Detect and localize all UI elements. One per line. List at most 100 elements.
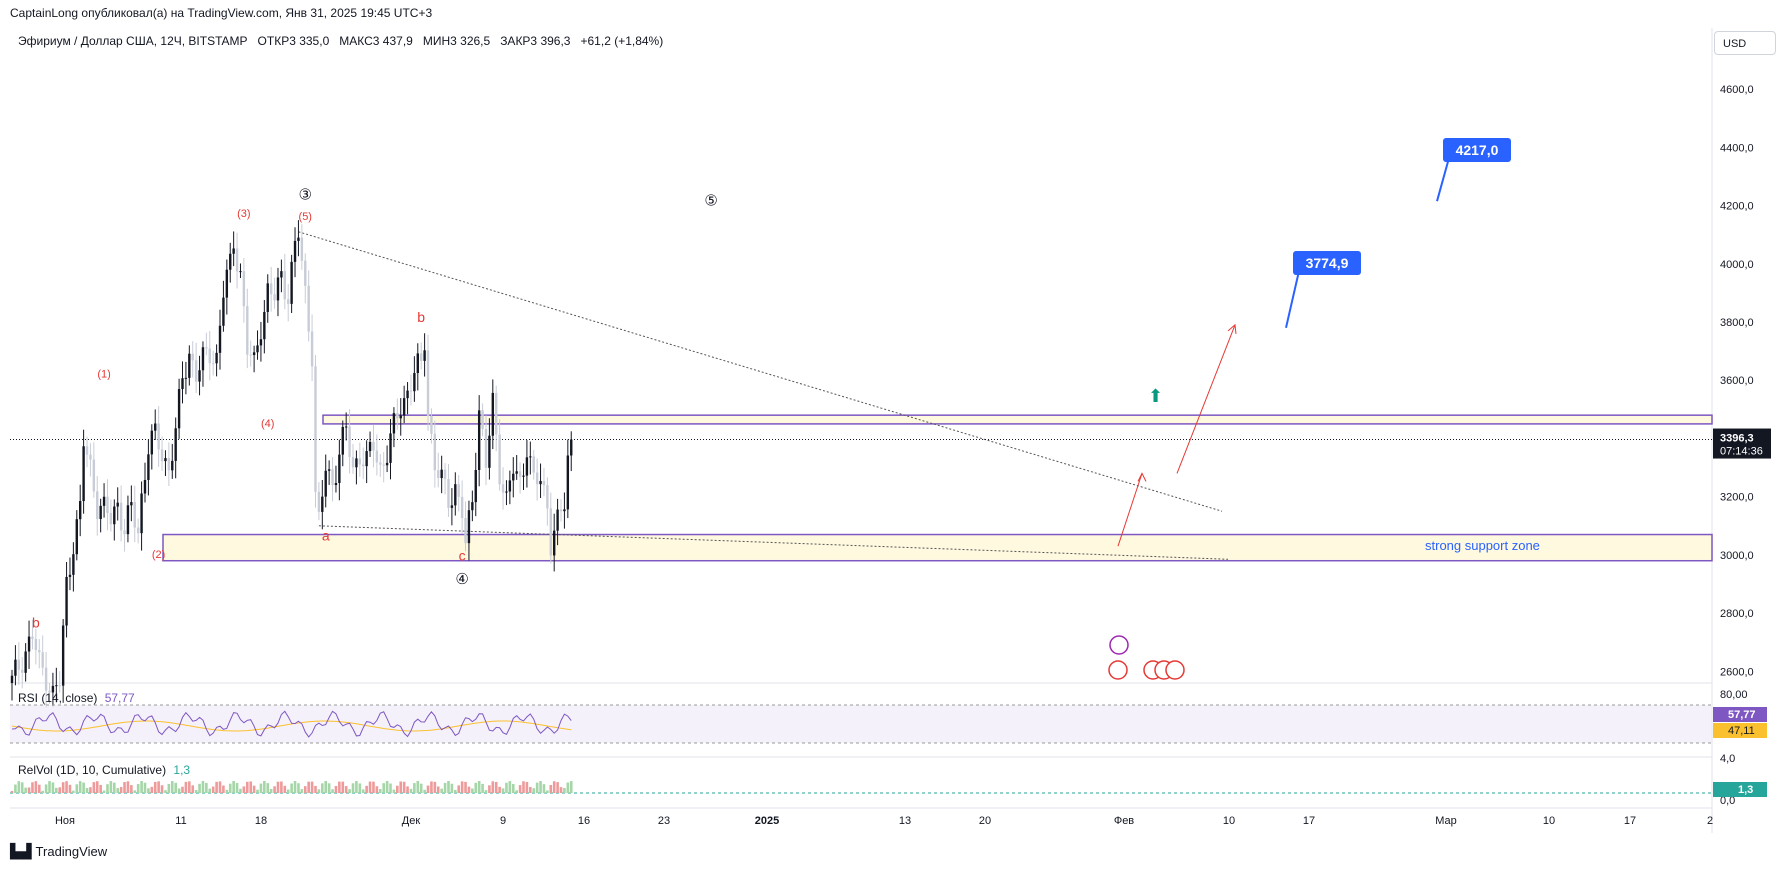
relvol-bar	[92, 782, 96, 793]
time-tick-label: 17	[1303, 815, 1315, 827]
relvol-bar	[522, 781, 525, 793]
rsi-legend[interactable]: RSI (14, close) 57,77	[18, 691, 135, 705]
candle-body	[508, 480, 512, 492]
candle-body	[375, 450, 379, 463]
relvol-bar	[348, 789, 351, 793]
ohlc-open: ОТКР3 335,0	[257, 34, 330, 48]
wave-label: ④	[455, 571, 468, 588]
target-connector	[1436, 157, 1450, 202]
relvol-bar	[58, 787, 62, 793]
relvol-bar	[508, 781, 512, 793]
candle-body	[290, 261, 293, 304]
projection-arrowhead-2	[1227, 323, 1237, 334]
currency-selector[interactable]: USD	[1714, 31, 1776, 55]
relvol-bar	[385, 781, 389, 793]
candle-body	[136, 527, 140, 534]
candle-body	[570, 439, 573, 456]
candle-body	[566, 455, 570, 510]
candle-body	[215, 352, 218, 364]
relvol-bar	[269, 788, 273, 793]
relvol-bar	[143, 782, 147, 793]
relvol-bar	[443, 782, 447, 793]
ohlc-high: МАКС3 437,9	[339, 34, 413, 48]
relvol-bar	[10, 791, 14, 793]
candle-body	[426, 350, 430, 416]
time-tick-label: 16	[578, 815, 590, 827]
candle-body	[307, 285, 310, 332]
relvol-bar	[31, 782, 34, 793]
candle-body	[65, 576, 68, 626]
relvol-bar	[338, 781, 341, 793]
relvol-bar	[402, 781, 406, 793]
projection-arrow-2	[1176, 324, 1236, 474]
relvol-bar	[102, 790, 106, 793]
candle-body	[218, 325, 222, 353]
relvol-bar	[177, 788, 181, 793]
candle-body	[556, 509, 559, 531]
candle-body	[225, 269, 229, 298]
relvol-bar	[447, 781, 450, 793]
candle-body	[334, 483, 338, 486]
candle-body	[304, 260, 307, 286]
relvol-bar	[113, 782, 116, 793]
tradingview-logo[interactable]: ▙▟ TradingView	[10, 843, 107, 860]
candle-body	[522, 475, 525, 477]
relvol-bar	[556, 782, 559, 793]
candle-body	[259, 339, 263, 346]
relvol-bar	[133, 790, 137, 793]
candle-body	[119, 502, 123, 531]
candle-body	[396, 413, 399, 419]
relvol-value-badge	[1713, 782, 1767, 797]
candle-body	[549, 508, 552, 556]
candle-body	[150, 430, 154, 455]
upper-trendline	[298, 231, 1223, 512]
candle-body	[365, 451, 368, 467]
wave-label: ③	[299, 187, 312, 204]
candle-body	[269, 283, 273, 295]
candle-body	[252, 352, 256, 356]
relvol-bar	[286, 789, 290, 793]
candle-body	[21, 669, 24, 673]
relvol-bar	[164, 790, 167, 793]
wave-label: b	[417, 309, 425, 325]
relvol-bar	[198, 783, 201, 793]
candle-body	[287, 299, 290, 304]
rsi-ma-line	[11, 720, 572, 732]
candle-body	[143, 479, 147, 494]
candle-body	[191, 353, 194, 361]
relvol-bar	[89, 787, 92, 793]
relvol-bar	[205, 782, 208, 793]
candle-body	[167, 458, 171, 471]
candle-body	[27, 636, 31, 652]
relvol-bar	[372, 781, 375, 793]
relvol-legend[interactable]: RelVol (1D, 10, Cumulative) 1,3	[18, 763, 190, 777]
target-value: 3774,9	[1306, 255, 1349, 271]
candle-body	[99, 505, 102, 520]
relvol-bar	[440, 788, 443, 793]
candle-body	[140, 493, 143, 534]
candle-body	[256, 345, 259, 353]
relvol-bar	[327, 783, 331, 793]
candle-body	[467, 510, 471, 544]
relvol-bar	[228, 783, 232, 793]
relvol-bar	[481, 783, 484, 793]
candle-body	[355, 458, 358, 468]
event-marker-icon	[1165, 660, 1185, 680]
wave-label: (5)	[299, 211, 312, 223]
rsi-band	[10, 705, 1712, 743]
candle-body	[239, 271, 242, 273]
price-tick-label: 3600,0	[1720, 375, 1754, 387]
candle-body	[372, 441, 375, 451]
relvol-bar	[477, 781, 481, 793]
relvol-bar	[300, 789, 304, 793]
projection-arrow-1	[1117, 473, 1143, 547]
wave-label: a	[322, 527, 330, 543]
candle-body	[72, 554, 75, 575]
rsi-value-badge	[1713, 707, 1767, 722]
up-arrow-icon: ⬆	[1148, 386, 1163, 406]
support-zone	[162, 533, 1713, 562]
relvol-bar	[208, 788, 212, 793]
symbol-name[interactable]: Эфириум / Доллар США, 12Ч, BITSTAMP	[18, 34, 248, 48]
rsi-ma-tag: 47,11	[1728, 725, 1755, 737]
